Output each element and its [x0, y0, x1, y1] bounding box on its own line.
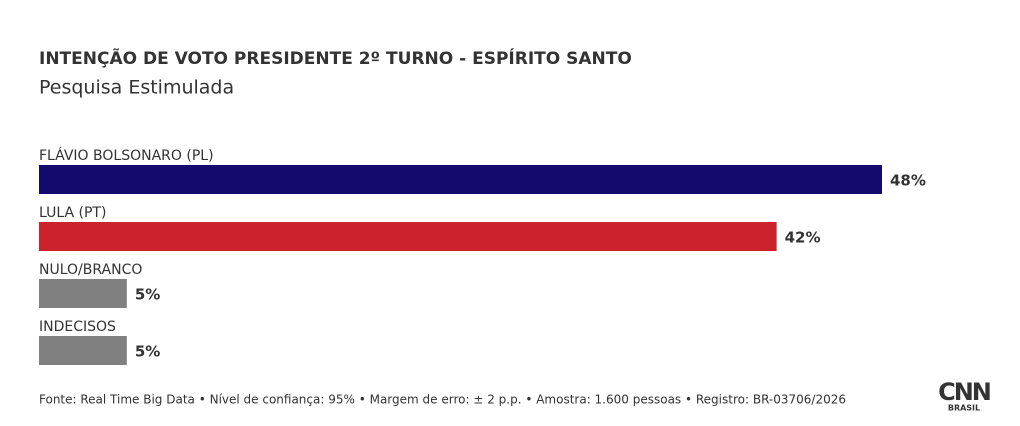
category-label: FLÁVIO BOLSONARO (PL) — [39, 147, 214, 164]
source-note: Fonte: Real Time Big Data • Nível de con… — [39, 393, 846, 407]
logo-sub: BRASIL — [948, 404, 980, 413]
chart-title: INTENÇÃO DE VOTO PRESIDENTE 2º TURNO - E… — [39, 46, 632, 69]
bar — [39, 165, 882, 194]
bar — [39, 222, 777, 251]
bar — [39, 336, 127, 365]
logo-brand: CNN — [938, 378, 990, 406]
value-label: 48% — [890, 172, 926, 190]
value-label: 5% — [135, 343, 160, 361]
value-label: 42% — [785, 229, 821, 247]
category-label: NULO/BRANCO — [39, 262, 142, 278]
category-label: INDECISOS — [39, 319, 116, 335]
value-label: 5% — [135, 286, 160, 304]
category-label: LULA (PT) — [39, 205, 106, 221]
bar — [39, 279, 127, 308]
chart-subtitle: Pesquisa Estimulada — [39, 77, 234, 99]
